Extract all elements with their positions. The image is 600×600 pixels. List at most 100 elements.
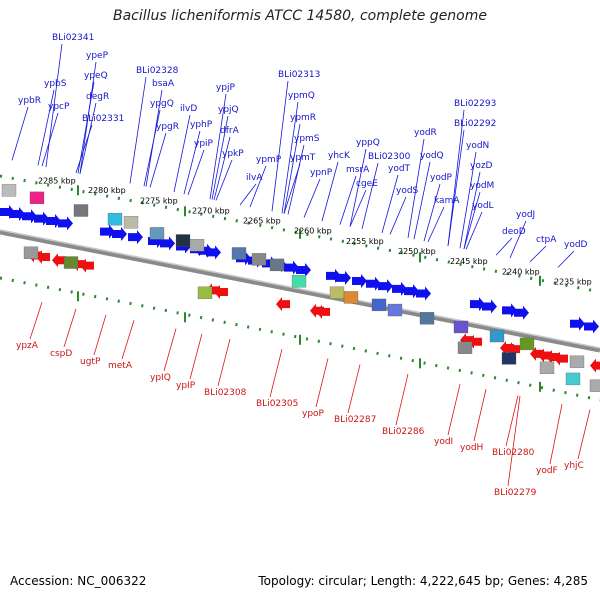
forward-gene-arrow [58, 216, 73, 231]
gene-label-deoD: deoD [502, 227, 526, 237]
feature-box [23, 246, 39, 259]
gene-label-ypmQ: ypmQ [288, 91, 315, 101]
gene-label-ugtP: ugtP [80, 357, 101, 367]
gene-label-metA: metA [108, 361, 133, 371]
forward-gene-arrow [206, 245, 221, 260]
reverse-gene-arrow [554, 351, 568, 366]
gene-label-ypcP: ypcP [48, 102, 70, 112]
gene-label-ypiP: ypiP [194, 139, 214, 149]
feature-box [189, 239, 205, 252]
feature-box [73, 204, 89, 217]
forward-gene-arrow [34, 211, 49, 226]
scale-label: 2245 kbp [450, 257, 488, 266]
gene-leader-line [495, 237, 513, 256]
gene-label-BLi02280: BLi02280 [492, 448, 535, 458]
gene-label-yodM: yodM [470, 181, 494, 191]
gene-label-yodJ: yodJ [516, 210, 535, 220]
gene-leader-line [211, 115, 229, 200]
scale-label: 2235 kbp [554, 278, 592, 287]
gene-label-BLi02313: BLi02313 [278, 70, 320, 80]
gene-label-ypjP: ypjP [216, 83, 236, 93]
gene-label-yodR: yodR [414, 128, 437, 138]
feature-box [519, 337, 535, 351]
gene-label-yodN: yodN [466, 141, 489, 151]
gene-label-ypkP: ypkP [222, 149, 244, 159]
forward-gene-arrow [482, 299, 497, 314]
gene-leader-line [463, 171, 481, 250]
reverse-gene-arrow [276, 297, 290, 312]
gene-label-ypmR: ypmR [290, 113, 316, 123]
gene-label-cgeE: cgeE [356, 179, 378, 189]
gene-leader-line [149, 132, 167, 188]
gene-label-ypIP: ypIP [176, 381, 196, 391]
gene-label-yozD: yozD [470, 161, 493, 171]
forward-gene-arrow [112, 226, 127, 241]
gene-leader-line [29, 302, 43, 340]
forward-gene-arrow [160, 236, 175, 251]
gene-leader-line [173, 114, 191, 193]
gene-leader-line [509, 220, 527, 259]
feature-box [343, 291, 359, 304]
gene-leader-line [507, 395, 521, 487]
gene-label-ilvA: ilvA [246, 173, 263, 183]
feature-box [501, 352, 517, 365]
gene-label-msrA: msrA [346, 165, 370, 175]
feature-box [457, 341, 473, 354]
forward-gene-arrow [46, 214, 61, 229]
gene-label-ypbS: ypbS [44, 79, 67, 89]
gene-leader-line [339, 175, 357, 225]
gene-label-yodH: yodH [460, 443, 483, 453]
gene-leader-line [281, 101, 299, 214]
feature-box [251, 253, 267, 266]
gene-leader-line [465, 211, 483, 250]
gene-leader-line [427, 206, 445, 243]
gene-label-yodF: yodF [536, 466, 558, 476]
gene-leader-line [163, 328, 177, 372]
reverse-gene-arrow [52, 253, 66, 268]
gene-label-yodD: yodD [564, 240, 588, 250]
gene-leader-line [63, 308, 77, 348]
gene-leader-line [413, 161, 431, 240]
gene-label-ypzA: ypzA [16, 341, 39, 351]
scale-label: 2275 kbp [140, 196, 178, 205]
gene-leader-line [447, 109, 465, 246]
gene-leader-line [303, 178, 321, 218]
gene-label-ypIQ: ypIQ [150, 373, 171, 383]
feature-box [569, 355, 585, 368]
reverse-gene-arrow [316, 304, 330, 319]
gene-leader-line [505, 395, 519, 447]
forward-gene-arrow [284, 260, 299, 275]
gene-leader-line [121, 320, 135, 360]
forward-gene-arrow [584, 319, 599, 334]
gene-label-ypnP: ypnP [310, 168, 333, 178]
gene-label-BLi02293: BLi02293 [454, 99, 496, 109]
feature-box [231, 247, 247, 260]
gene-leader-line [239, 183, 257, 206]
gene-label-BLi02328: BLi02328 [136, 66, 179, 76]
gene-leader-line [473, 389, 487, 442]
feature-box [1, 184, 17, 197]
gene-leader-line [529, 245, 547, 263]
feature-box [589, 379, 600, 392]
feature-box [29, 191, 45, 205]
gene-label-ypgQ: ypgQ [150, 99, 174, 109]
gene-label-bsaA: bsaA [152, 79, 175, 89]
gene-leader-line [249, 165, 267, 208]
forward-gene-arrow [128, 230, 143, 245]
feature-box [539, 361, 555, 374]
forward-gene-arrow [22, 209, 37, 224]
feature-box [371, 298, 387, 312]
gene-leader-line [321, 161, 339, 222]
gene-leader-line [557, 250, 575, 268]
gene-leader-line [79, 102, 97, 174]
gene-leader-line [287, 144, 305, 215]
gene-label-ypmS: ypmS [294, 134, 320, 144]
feature-box [453, 320, 469, 334]
gene-leader-line [549, 404, 563, 465]
gene-label-yodS: yodS [396, 186, 419, 196]
feature-box [489, 329, 505, 343]
backbone-highlight [0, 229, 600, 349]
gene-leader-line [459, 151, 477, 249]
gene-leader-line [215, 159, 233, 201]
gene-leader-line [447, 384, 461, 436]
